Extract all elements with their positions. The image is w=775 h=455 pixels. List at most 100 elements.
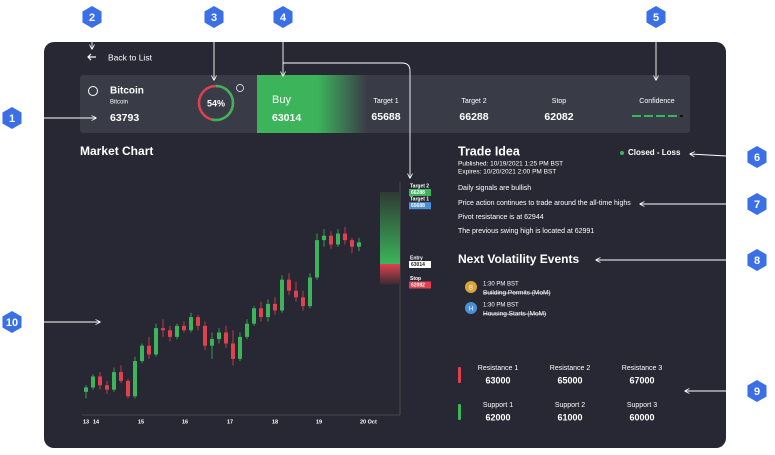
support-value: 61000 [557,412,582,422]
candle-body [315,240,319,278]
buy-panel [257,75,367,133]
candle-body [105,385,109,390]
badge [2,311,22,333]
event-name: Housing Starts (MoM) [483,311,546,318]
candle-body [217,332,221,340]
x-tick-label: 16 [182,419,188,425]
support-value: 62000 [485,412,510,422]
event-icon-label: H [469,307,473,313]
level-name: Stop [410,276,421,282]
badge [2,107,22,129]
event-icon [465,281,477,293]
action: Buy [272,94,291,106]
candle-body [266,303,270,318]
idea-point: Price action continues to trade around t… [458,200,631,207]
asset-name: Bitcoin [110,86,144,97]
level-name: Entry [410,255,423,261]
resistance-value: 67000 [629,375,654,385]
resistance-label: Resistance 3 [622,365,663,372]
back-icon [87,53,96,61]
level-tag [409,281,431,289]
badge-number: 8 [754,255,760,267]
entry-price: 63014 [272,112,301,124]
published: Published: 10/19/2021 1:25 PM BST [458,161,563,168]
resistance-label: Resistance 2 [550,365,591,372]
event-time: 1:30 PM BST [483,282,519,288]
event-icon [465,302,477,314]
level-tag [409,261,431,268]
event-time: 1:30 PM BST [483,303,519,309]
candle-body [322,235,326,241]
event-name: Building Permits (MoM) [483,290,551,297]
candle-body [168,330,172,337]
candle-body [294,290,298,298]
level-name: Target 1 [410,197,429,203]
badge-number: 10 [6,317,18,329]
info-icon[interactable] [236,84,244,92]
candle-body [280,279,284,311]
asset-sub: Bitcoin [110,100,128,106]
candle-body [154,328,158,355]
candle-body [98,376,102,386]
badge-number: 3 [211,12,217,24]
confidence-label: Confidence [639,98,675,105]
badge [204,6,224,28]
candle-body [140,345,144,362]
badge-number: 6 [754,152,760,164]
annotation-badges: 1 2 3 4 5 6 7 8 9 10 [2,6,767,402]
x-tick-label: 14 [93,419,100,425]
x-tick-label: 18 [272,419,278,425]
score-ring [197,84,235,122]
annotation-arrows [24,28,746,391]
badge [82,6,102,28]
support-label: Support 2 [555,402,585,409]
chart-title: Market Chart [80,144,153,158]
badge-number: 2 [89,12,95,24]
target1-value: 65688 [371,111,400,123]
candle-body [126,380,130,397]
volatility-title: Next Volatility Events [458,252,579,266]
candle-body [210,339,214,346]
candle-body [182,325,186,331]
badge [747,146,767,168]
stop-label: Stop [552,98,567,105]
profit-zone [380,192,400,264]
candle-body [252,308,256,324]
candle-body [175,325,179,337]
candle-body [84,387,88,392]
candle-body [273,303,277,311]
idea-point: Daily signals are bullish [458,185,531,192]
level-tag [409,202,431,210]
candle-body [336,233,340,245]
badge [646,6,666,28]
support-value: 60000 [629,412,654,422]
back-button[interactable]: Back to List [87,52,153,62]
candle-body [224,332,228,344]
badge-number: 7 [754,199,760,211]
x-tick-label: 13 [83,419,89,425]
back-label[interactable]: Back to List [108,52,153,62]
trade-idea-title: Trade Idea [458,144,521,158]
support-bar [458,404,461,420]
candle-body [133,361,137,397]
x-tick-label: 19 [316,419,322,425]
candle-body [231,343,235,359]
confidence-bar [632,115,683,117]
level-value: 63014 [411,262,425,268]
level-value: 66288 [411,190,425,196]
candle-body [308,277,312,307]
resistance-label: Resistance 1 [478,365,519,372]
badge [747,249,767,271]
candle-body [147,345,151,355]
idea-point: Pivot resistance is at 62944 [458,214,544,221]
candle-body [350,240,354,247]
candle-body [189,317,193,331]
level-tag [409,189,431,196]
coin-icon [88,86,98,96]
header-bar [80,75,690,133]
candle-body [259,308,263,318]
badge-number: 9 [754,386,760,398]
x-tick-label: 17 [227,419,233,425]
